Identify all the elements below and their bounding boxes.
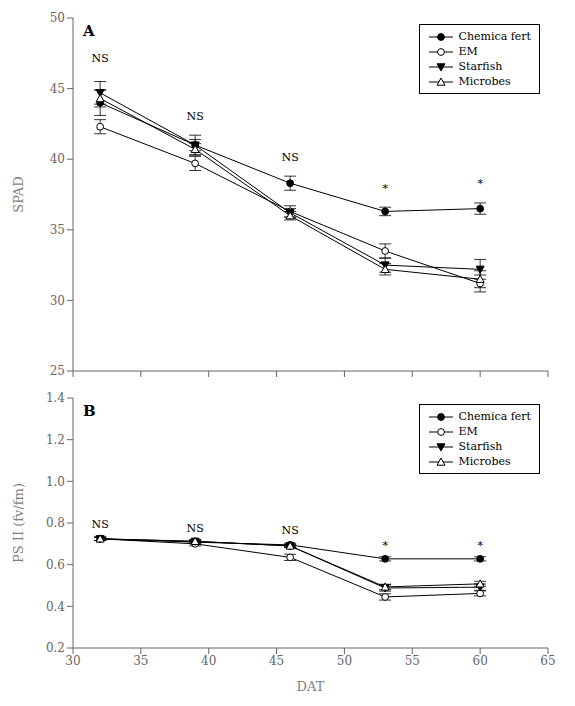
html-text:EM: EM [458, 425, 478, 438]
svg-text:*: * [382, 182, 388, 195]
svg-text:NS: NS [187, 110, 204, 123]
svg-text:NS: NS [282, 524, 299, 537]
svg-text:SPAD: SPAD [11, 176, 26, 212]
svg-text:NS: NS [282, 151, 299, 164]
svg-text:*: * [477, 539, 483, 552]
svg-text:50: 50 [337, 654, 352, 668]
svg-text:40: 40 [50, 152, 65, 166]
svg-text:PS II (fv/fm): PS II (fv/fm) [11, 483, 26, 563]
svg-text:NS: NS [92, 518, 109, 531]
svg-text:40: 40 [201, 654, 216, 668]
html-text:A: A [83, 22, 95, 40]
html-text:Microbes: Microbes [458, 455, 511, 468]
svg-text:45: 45 [50, 82, 65, 96]
svg-text:DAT: DAT [297, 679, 325, 694]
html-text:Microbes: Microbes [458, 75, 511, 88]
svg-text:NS: NS [92, 52, 109, 65]
html-text:Starfish: Starfish [458, 60, 503, 73]
svg-text:0.8: 0.8 [46, 516, 65, 530]
svg-text:30: 30 [65, 654, 80, 668]
html-text:Chemica fert: Chemica fert [458, 30, 531, 43]
svg-text:45: 45 [269, 654, 284, 668]
svg-text:25: 25 [50, 364, 65, 378]
svg-text:1.0: 1.0 [46, 475, 65, 489]
svg-text:30: 30 [50, 294, 65, 308]
svg-text:1.4: 1.4 [46, 391, 65, 405]
svg-text:*: * [477, 177, 483, 190]
svg-text:NS: NS [187, 522, 204, 535]
html-text:Chemica fert: Chemica fert [458, 410, 531, 423]
svg-text:0.4: 0.4 [46, 600, 65, 614]
html-text:EM: EM [458, 45, 478, 58]
svg-text:35: 35 [133, 654, 148, 668]
html-text:B: B [83, 402, 96, 420]
svg-text:55: 55 [405, 654, 420, 668]
svg-text:60: 60 [473, 654, 488, 668]
svg-text:35: 35 [50, 223, 65, 237]
svg-text:50: 50 [50, 11, 65, 25]
html-text:Starfish: Starfish [458, 440, 503, 453]
svg-text:1.2: 1.2 [46, 433, 65, 447]
svg-text:65: 65 [540, 654, 555, 668]
svg-text:0.6: 0.6 [46, 558, 65, 572]
svg-text:*: * [382, 539, 388, 552]
svg-text:0.2: 0.2 [46, 641, 65, 655]
